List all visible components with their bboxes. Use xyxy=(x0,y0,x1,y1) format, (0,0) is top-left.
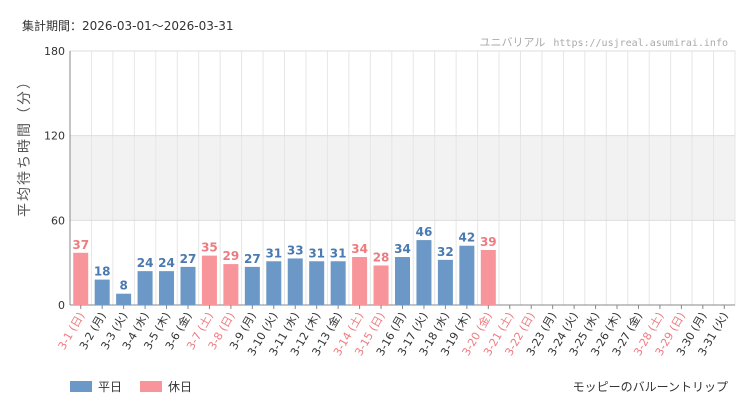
bar-value-label: 31 xyxy=(265,246,282,260)
bar xyxy=(459,245,475,305)
legend-label-weekday: 平日 xyxy=(98,380,123,394)
y-tick-label: 120 xyxy=(44,130,65,143)
bar xyxy=(395,257,410,305)
bar xyxy=(180,266,196,305)
bar xyxy=(159,271,175,305)
bar-value-label: 34 xyxy=(351,242,368,256)
bar xyxy=(201,255,217,305)
bar xyxy=(352,257,368,305)
y-tick-label: 0 xyxy=(58,299,65,312)
bar xyxy=(437,259,453,305)
bar-value-label: 34 xyxy=(394,242,411,256)
bar-value-label: 39 xyxy=(480,235,497,249)
y-tick-label: 60 xyxy=(51,214,65,227)
bar xyxy=(223,264,239,305)
bar xyxy=(416,240,432,305)
period-label: 集計期間：2026-03-01〜2026-03-31 xyxy=(22,19,234,33)
bar-value-label: 46 xyxy=(416,225,433,239)
legend-swatch-weekday xyxy=(70,381,92,392)
legend-label-holiday: 休日 xyxy=(168,380,193,394)
site-credit[interactable]: ユニバリアル https://usjreal.asumirai.info xyxy=(480,34,729,50)
bar-value-label: 31 xyxy=(330,246,347,260)
bar-value-label: 32 xyxy=(437,245,454,259)
legend: 平日 休日 xyxy=(70,378,192,395)
bar-value-label: 37 xyxy=(72,238,89,252)
attraction-name: モッピーのバルーントリップ xyxy=(572,380,728,394)
y-tick-label: 180 xyxy=(44,45,65,58)
bar-value-label: 24 xyxy=(158,256,175,270)
bar xyxy=(244,266,260,305)
bar-value-label: 31 xyxy=(308,246,325,260)
bar xyxy=(330,261,346,305)
legend-item-weekday: 平日 xyxy=(70,378,122,395)
bar xyxy=(287,258,303,305)
bar-value-label: 35 xyxy=(201,241,218,255)
bar xyxy=(373,265,389,305)
legend-item-holiday: 休日 xyxy=(140,378,192,395)
bar xyxy=(266,261,282,305)
grid-band xyxy=(70,135,735,221)
bar-value-label: 33 xyxy=(287,243,304,257)
bar-value-label: 27 xyxy=(244,252,261,266)
bar-value-label: 24 xyxy=(137,256,154,270)
bar-value-label: 8 xyxy=(119,279,127,293)
bar xyxy=(137,271,153,305)
bar-value-label: 42 xyxy=(459,231,476,245)
bar-value-label: 29 xyxy=(223,249,240,263)
site-domain[interactable]: https://usjreal.asumirai.info xyxy=(553,38,728,49)
bar xyxy=(116,293,132,305)
bar-value-label: 28 xyxy=(373,250,390,264)
bar xyxy=(73,252,89,305)
bar-value-label: 18 xyxy=(94,265,111,279)
bar xyxy=(94,279,110,305)
bar xyxy=(480,249,496,305)
bar xyxy=(309,261,325,305)
site-name: ユニバリアル xyxy=(479,36,546,49)
legend-swatch-holiday xyxy=(140,381,163,392)
bar-value-label: 27 xyxy=(180,252,197,266)
